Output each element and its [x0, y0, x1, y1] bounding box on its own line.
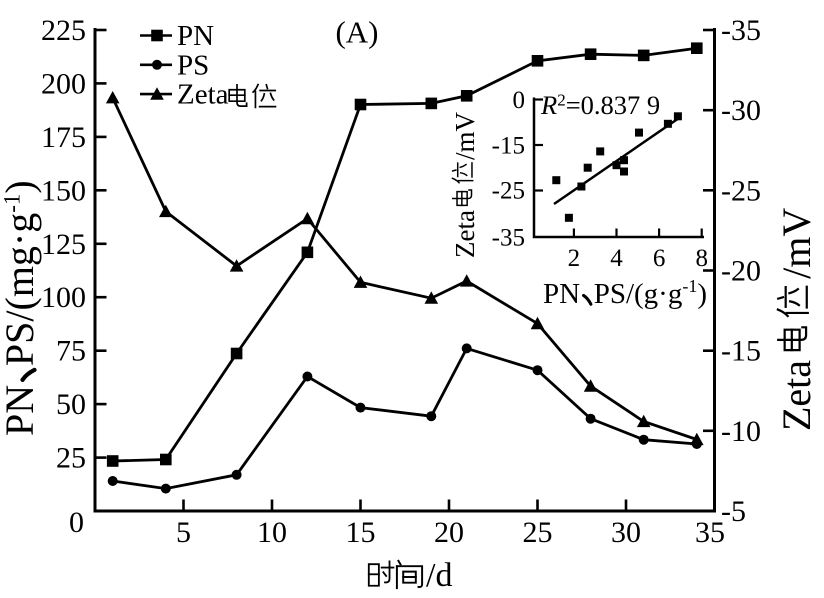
svg-text:225: 225 — [41, 14, 86, 47]
svg-text:25: 25 — [523, 516, 553, 549]
svg-text:-10: -10 — [721, 415, 761, 448]
svg-text:15: 15 — [346, 516, 376, 549]
svg-text:Zeta: Zeta — [450, 210, 480, 258]
svg-text:35: 35 — [695, 516, 725, 549]
svg-text:-15: -15 — [721, 335, 761, 368]
svg-text:-20: -20 — [721, 255, 761, 288]
svg-text:0: 0 — [69, 506, 84, 539]
svg-text:Zeta: Zeta — [177, 79, 229, 111]
svg-text:0: 0 — [513, 87, 526, 114]
svg-text:PN: PN — [177, 20, 214, 52]
svg-text:150: 150 — [41, 174, 86, 207]
svg-text:R2=0.837 9: R2=0.837 9 — [540, 90, 660, 120]
svg-text:75: 75 — [56, 335, 86, 368]
svg-text:/mV: /mV — [774, 208, 819, 279]
svg-text:25: 25 — [56, 442, 86, 475]
svg-text:5: 5 — [176, 516, 191, 549]
svg-text:100: 100 — [41, 281, 86, 314]
svg-text:30: 30 — [611, 516, 641, 549]
svg-text:-30: -30 — [721, 94, 761, 127]
svg-text:/d: /d — [426, 557, 452, 594]
svg-text:200: 200 — [41, 67, 86, 100]
svg-text:-35: -35 — [721, 14, 761, 47]
svg-text:PN: PN — [0, 385, 42, 436]
svg-text:20: 20 — [434, 516, 464, 549]
svg-text:Zeta: Zeta — [774, 360, 819, 431]
svg-text:50: 50 — [56, 388, 86, 421]
svg-text:-25: -25 — [492, 178, 525, 205]
svg-text:6: 6 — [653, 245, 666, 272]
svg-text:125: 125 — [41, 228, 86, 261]
svg-text:-5: -5 — [721, 495, 746, 528]
svg-text:-25: -25 — [721, 174, 761, 207]
svg-text:4: 4 — [610, 245, 623, 272]
svg-text:PN: PN — [543, 278, 580, 310]
svg-text:10: 10 — [257, 516, 287, 549]
svg-text:-35: -35 — [492, 224, 525, 251]
svg-text:-15: -15 — [492, 132, 525, 159]
svg-text:175: 175 — [41, 121, 86, 154]
svg-text:PS: PS — [177, 49, 209, 81]
svg-text:8: 8 — [695, 245, 708, 272]
svg-text:/mV: /mV — [450, 111, 480, 160]
svg-text:2: 2 — [568, 245, 581, 272]
svg-text:(A): (A) — [335, 15, 378, 50]
